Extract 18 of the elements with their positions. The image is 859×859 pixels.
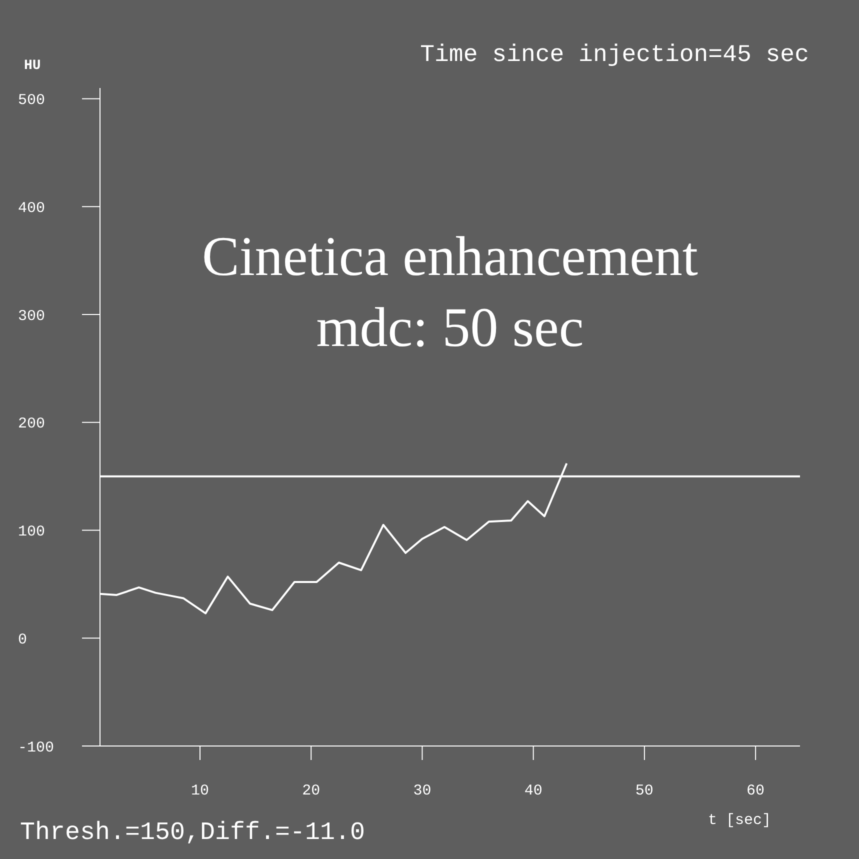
x-tick-label: 60 xyxy=(746,782,765,800)
x-tick-label: 20 xyxy=(302,782,320,800)
y-tick-label: -100 xyxy=(18,739,54,756)
x-tick-label: 10 xyxy=(190,782,210,800)
y-tick-label: 0 xyxy=(18,631,28,648)
y-tick-label: 100 xyxy=(18,524,46,541)
chart-title: Time since injection=45 sec xyxy=(420,42,809,69)
y-tick-label: 500 xyxy=(18,92,46,110)
y-tick-label: 200 xyxy=(18,416,46,433)
y-tick-label: 300 xyxy=(18,308,46,325)
y-tick-label: 400 xyxy=(18,200,46,217)
x-tick-label: 50 xyxy=(635,782,654,800)
annotation: Cinetica enhancement mdc: 50 sec xyxy=(201,225,699,362)
y-axis-title: HU xyxy=(24,58,41,74)
x-tick-label: 40 xyxy=(524,782,542,800)
text: Thresh.=150,Diff.=-11.0 xyxy=(20,818,366,847)
x-axis-title: t [sec] xyxy=(708,812,771,829)
x-tick-label: 30 xyxy=(413,782,432,800)
